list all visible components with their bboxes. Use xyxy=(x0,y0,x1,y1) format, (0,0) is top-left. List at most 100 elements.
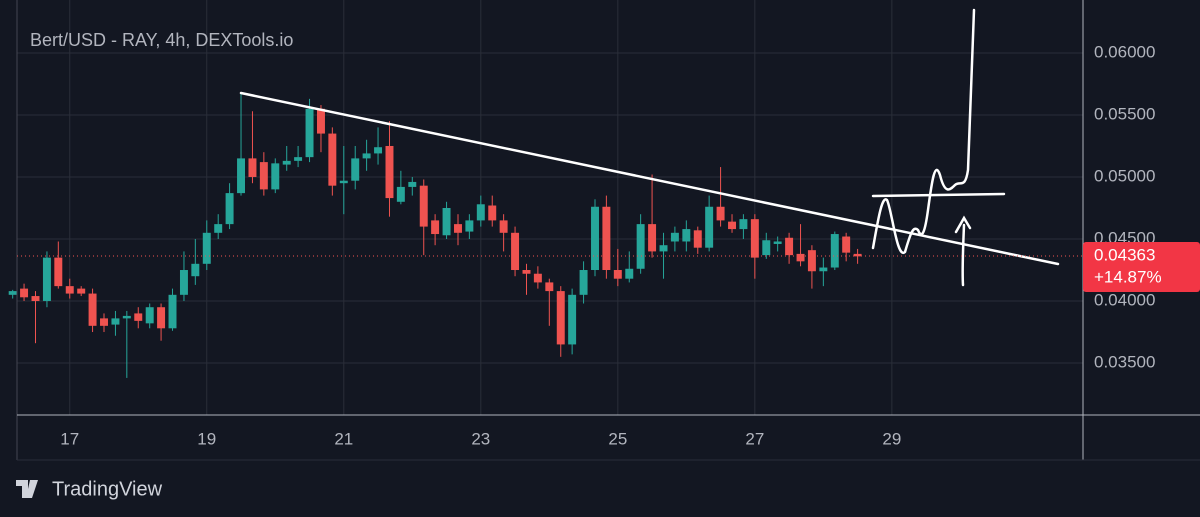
candle-body xyxy=(579,270,588,295)
candle-body xyxy=(8,291,17,295)
last-price-label: 0.04363 xyxy=(1094,245,1155,264)
last-price-box xyxy=(1083,241,1200,292)
candle-body xyxy=(316,108,325,134)
change-label: +14.87% xyxy=(1094,267,1162,286)
candle-body xyxy=(54,257,63,287)
candle-body xyxy=(305,108,314,158)
candle-body xyxy=(20,288,29,298)
x-tick-label: 25 xyxy=(608,429,627,448)
candle-body xyxy=(88,293,97,326)
x-tick-label: 21 xyxy=(334,429,353,448)
candle-body xyxy=(168,294,177,329)
candle-body xyxy=(31,296,40,302)
x-tick-label: 23 xyxy=(471,429,490,448)
candle-body xyxy=(282,160,291,165)
candle-body xyxy=(545,282,554,292)
candle-body xyxy=(648,224,657,252)
candle-body xyxy=(259,162,268,190)
candle-body xyxy=(739,219,748,230)
x-tick-label: 27 xyxy=(745,429,764,448)
candle-body xyxy=(454,224,462,233)
x-tick-label: 29 xyxy=(882,429,901,448)
candle-body xyxy=(408,181,417,187)
candle-body xyxy=(191,263,200,277)
footer-brand: TradingView xyxy=(52,478,163,500)
candle-body xyxy=(602,206,611,271)
candle-body xyxy=(111,318,120,325)
candle-body xyxy=(842,236,851,253)
candle-body xyxy=(773,241,782,244)
logo: TradingView xyxy=(16,478,163,500)
candle-body xyxy=(556,291,565,345)
candle-body xyxy=(248,158,257,177)
candle-body xyxy=(819,267,828,272)
candle-body xyxy=(385,145,394,199)
y-tick-label: 0.05000 xyxy=(1094,166,1155,185)
candle-body xyxy=(157,307,166,329)
candle-body xyxy=(145,307,154,324)
candle-body xyxy=(328,133,337,186)
drawings xyxy=(239,8,1060,287)
candle-body xyxy=(431,220,440,235)
candle-body xyxy=(682,229,691,242)
candle-body xyxy=(179,270,188,295)
candle-body xyxy=(716,206,725,221)
candle-body xyxy=(785,237,794,256)
candle-body xyxy=(511,232,520,271)
hand-level xyxy=(871,192,1006,198)
candle-body xyxy=(362,153,371,159)
candle-body xyxy=(419,185,428,227)
candle-body xyxy=(522,270,531,274)
y-tick-label: 0.06000 xyxy=(1094,42,1155,61)
candle-body xyxy=(339,180,348,184)
candle-body xyxy=(214,224,223,233)
chart-title: Bert/USD - RAY, 4h, DEXTools.io xyxy=(30,30,293,50)
candle-body xyxy=(488,205,497,221)
x-tick-label: 17 xyxy=(60,429,79,448)
candle-body xyxy=(625,268,634,279)
candle-body xyxy=(42,257,51,302)
candle-body xyxy=(670,232,679,242)
y-tick-label: 0.05500 xyxy=(1094,104,1155,123)
candle-body xyxy=(591,206,599,271)
candle-body xyxy=(796,253,805,262)
candle-body xyxy=(830,234,839,268)
grid xyxy=(17,0,1083,415)
hand-arrow xyxy=(954,215,972,287)
candle-body xyxy=(202,232,211,264)
y-tick-label: 0.04000 xyxy=(1094,291,1155,310)
candle-body xyxy=(225,193,234,225)
candle-body xyxy=(705,206,714,248)
candle-body xyxy=(442,207,451,236)
candle-body xyxy=(134,313,143,321)
candle-body xyxy=(465,220,474,232)
candle-body xyxy=(237,158,246,194)
candle-body xyxy=(499,220,508,233)
candle-body xyxy=(77,288,86,294)
candle-body xyxy=(122,315,131,319)
candle-body xyxy=(271,163,280,190)
candle-body xyxy=(374,147,383,154)
candle-body xyxy=(396,186,405,202)
candle-body xyxy=(693,230,702,248)
candle-body xyxy=(807,250,816,272)
candle-body xyxy=(636,224,645,269)
candle-body xyxy=(100,318,108,326)
candle-body xyxy=(728,221,737,230)
candle-body xyxy=(750,219,759,258)
x-tick-label: 19 xyxy=(197,429,216,448)
candle-body xyxy=(659,245,668,252)
candle-body xyxy=(533,273,542,283)
candle-body xyxy=(762,240,771,256)
logo-icon xyxy=(16,480,38,498)
y-tick-label: 0.03500 xyxy=(1094,353,1155,372)
candle-body xyxy=(65,286,74,294)
trendline xyxy=(239,91,1060,266)
candles xyxy=(8,93,862,378)
candle-body xyxy=(853,253,862,257)
candle-body xyxy=(351,158,360,181)
candle-body xyxy=(568,294,577,345)
candle-body xyxy=(294,157,303,161)
